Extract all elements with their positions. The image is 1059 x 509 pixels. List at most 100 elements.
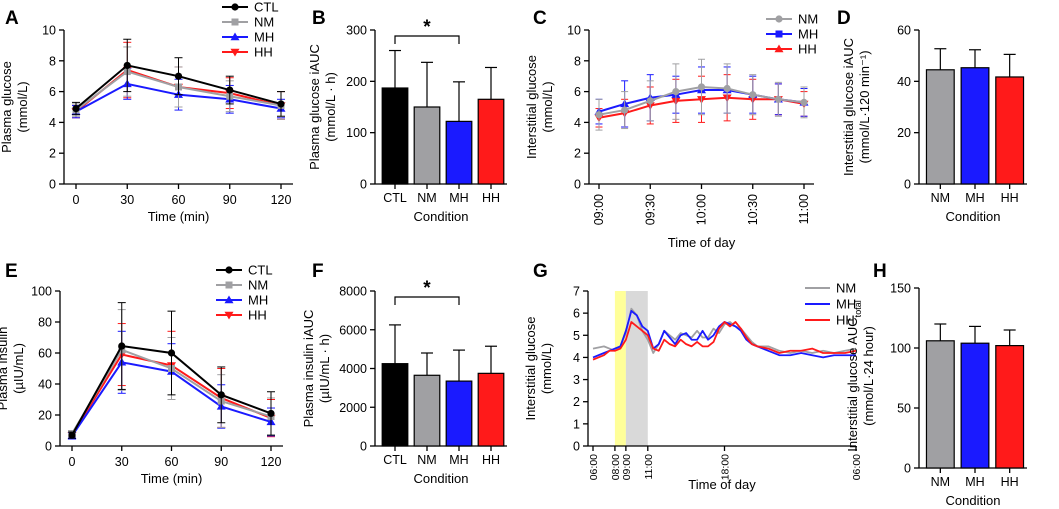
y-axis-label-line: (mmol/L) <box>540 81 555 132</box>
marker-triangle-down <box>224 311 234 320</box>
marker-circle <box>774 95 782 103</box>
y-tick-label: 0 <box>360 178 367 192</box>
bar-hh <box>477 345 505 447</box>
legend-label-mh: MH <box>254 30 274 45</box>
significance-bracket: * <box>394 17 460 44</box>
bar-ctl <box>381 324 409 447</box>
legend-label-nm: NM <box>798 12 818 27</box>
bar-mh <box>445 81 473 185</box>
y-axis-label-line: Plasma glucose <box>0 61 14 153</box>
bar-hh <box>995 53 1025 185</box>
y-axis-label: Plasma insulin(µIU/mL) <box>0 327 26 411</box>
bar-nm <box>413 352 441 447</box>
y-tick-label: 150 <box>890 282 911 296</box>
marker-triangle-up <box>224 295 234 304</box>
x-tick-label: CTL <box>383 191 407 205</box>
y-axis-label-line: (mmol/L) <box>539 343 554 394</box>
bar-hh <box>477 66 505 185</box>
x-tick-label: 09:30 <box>643 194 657 225</box>
legend-label-mh: MH <box>836 297 856 312</box>
x-tick-label: MH <box>449 191 468 205</box>
x-tick-label: NM <box>417 191 436 205</box>
y-axis-label-line: Plasma insulin iAUC <box>301 310 316 428</box>
x-tick-label: HH <box>482 453 500 467</box>
y-tick-label: 8000 <box>339 285 367 299</box>
panel-F: F 0 2000 4000 6000 8000 CTL NM MH HH Condition * Pla… <box>301 261 507 486</box>
marker-circle <box>277 100 285 108</box>
marker-square <box>231 18 239 26</box>
y-tick-label: 4 <box>574 116 581 130</box>
bar-mh <box>445 349 473 447</box>
bar-rect <box>413 374 441 447</box>
panel-A: A 0 2 4 6 8 10 0 30 60 90 120 Time (min) Plasma gluco… <box>0 0 293 224</box>
y-tick-label: 6 <box>49 85 56 99</box>
panel-label: D <box>837 8 851 29</box>
y-axis-label-main: Interstitial glucose AUC <box>845 317 860 451</box>
x-axis-label: Time of day <box>688 477 756 492</box>
marker-circle <box>231 3 239 11</box>
bar-rect <box>445 380 473 447</box>
legend-label-mh: MH <box>798 27 818 42</box>
significance-star: * <box>423 278 431 299</box>
y-tick-label: 8 <box>49 54 56 68</box>
y-tick-label: 10 <box>42 24 56 38</box>
y-tick-label: 2 <box>49 147 56 161</box>
marker-circle <box>749 91 757 99</box>
x-tick-label: 60 <box>165 455 179 469</box>
bar-rect <box>995 345 1025 469</box>
x-axis-label: Time of day <box>668 235 736 250</box>
y-axis-label-line: Interstitial glucose <box>524 55 539 159</box>
panel-label: A <box>5 8 19 29</box>
bracket-line <box>394 35 460 44</box>
marker-square <box>225 281 233 289</box>
y-axis-label-line: Interstitial glucose iAUC <box>841 38 856 176</box>
bar-rect <box>960 342 990 469</box>
x-tick-label: 18:00 <box>720 454 732 480</box>
y-axis-label-sub: total <box>853 300 863 317</box>
y-tick-label: 100 <box>890 342 911 356</box>
marker-circle <box>68 431 76 439</box>
x-tick-label: 09:00 <box>621 454 633 480</box>
bar-nm <box>925 48 955 185</box>
y-tick-label: 0 <box>45 440 52 454</box>
y-tick-label: 10 <box>567 24 581 38</box>
y-tick-label: 2 <box>573 395 580 409</box>
x-tick-label: 06:00 <box>851 454 863 480</box>
y-axis-label: Interstitial glucose(mmol/L) <box>523 316 554 420</box>
y-tick-label: 80 <box>38 316 52 330</box>
x-tick-label: NM <box>931 475 950 489</box>
y-tick-label: 4 <box>49 116 56 130</box>
x-tick-label: 10:30 <box>746 194 760 225</box>
marker-circle <box>267 409 275 418</box>
y-tick-label: 6 <box>574 85 581 99</box>
y-axis-label: Plasma insulin iAUC(µIU/mL · h) <box>301 310 332 428</box>
y-tick-label: 100 <box>346 126 367 140</box>
marker-circle <box>595 111 603 119</box>
bracket-line <box>394 296 460 305</box>
bar-rect <box>925 69 955 185</box>
y-tick-label: 200 <box>346 75 367 89</box>
panel-E: E 0 20 40 60 80 100 0 30 60 90 120 Time (min) Plasma … <box>0 261 283 486</box>
x-tick-label: MH <box>965 191 984 205</box>
y-tick-label: 50 <box>897 402 911 416</box>
series-nm <box>595 58 808 131</box>
marker-circle <box>174 72 183 80</box>
x-tick-label: 120 <box>261 455 282 469</box>
bar-rect <box>413 106 441 185</box>
y-tick-label: 20 <box>38 409 52 423</box>
x-tick-label: 0 <box>73 193 80 207</box>
x-tick-label: 11:00 <box>797 194 811 224</box>
y-tick-label: 40 <box>38 378 52 392</box>
significance-star: * <box>423 17 431 38</box>
x-axis-label: Condition <box>946 493 1001 508</box>
shaded-window <box>614 291 626 446</box>
y-tick-label: 3 <box>573 373 580 387</box>
marker-circle <box>118 342 126 350</box>
legend-label-ctl: CTL <box>248 263 273 278</box>
marker-circle <box>72 104 80 113</box>
bar-hh <box>995 329 1025 469</box>
marker-circle <box>672 88 680 96</box>
